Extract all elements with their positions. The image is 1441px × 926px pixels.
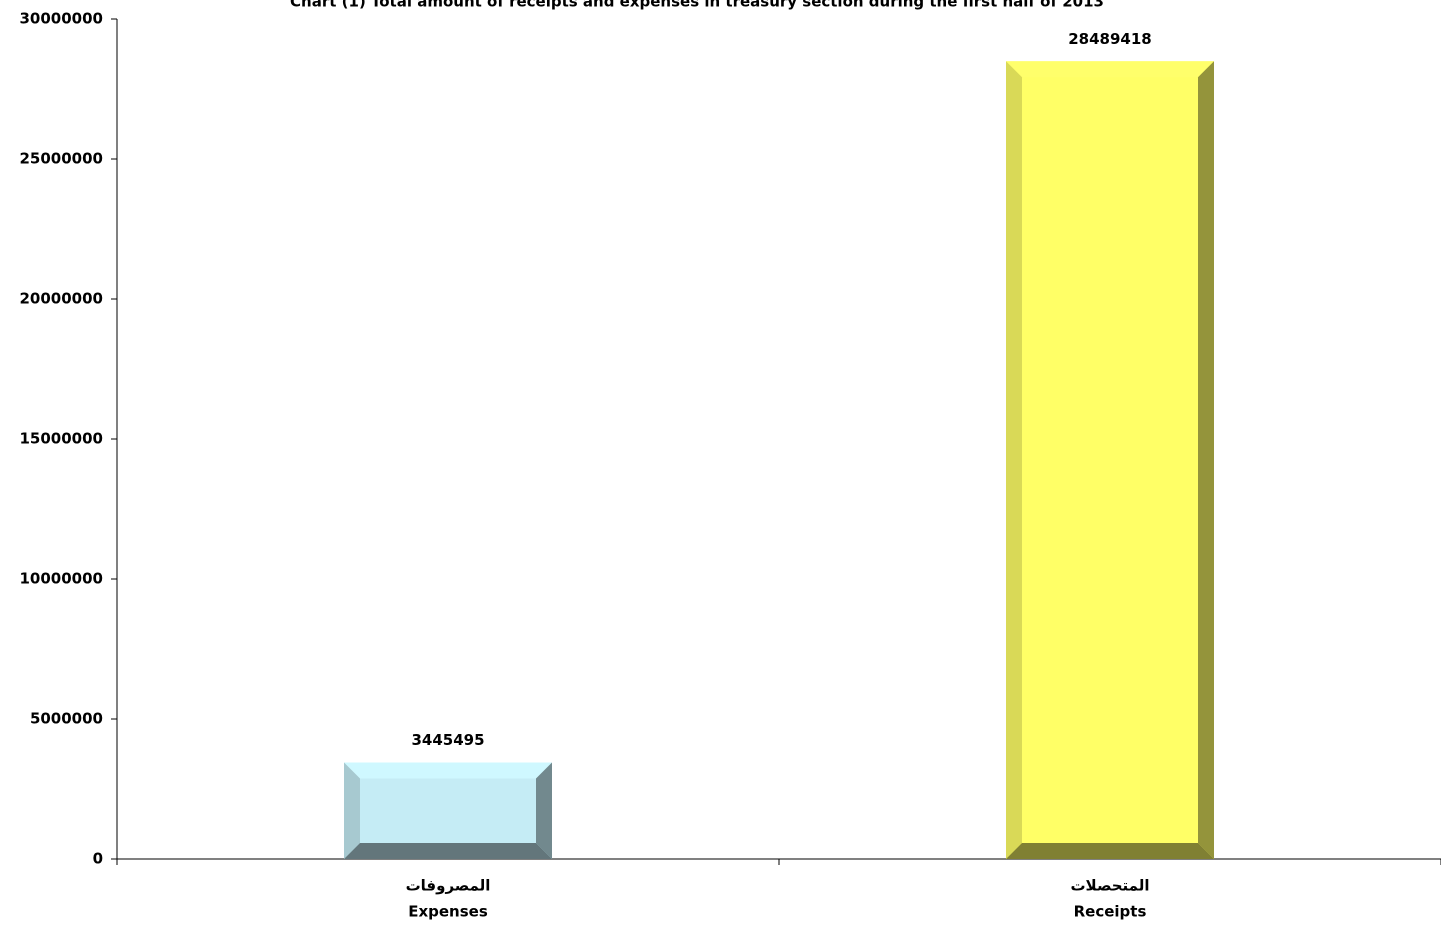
bar-bevel-right bbox=[536, 762, 552, 859]
bar bbox=[344, 762, 552, 859]
bar-bevel-right bbox=[1198, 61, 1214, 860]
chart-title: Chart (1) Total amount of receipts and e… bbox=[290, 0, 1104, 11]
bar-bevel-top bbox=[344, 762, 552, 779]
y-tick-label: 10000000 bbox=[20, 570, 104, 588]
bar bbox=[1006, 61, 1214, 860]
bar-bevel-top bbox=[1006, 61, 1214, 78]
bar-bevel-bottom bbox=[1006, 843, 1214, 859]
y-tick-label: 5000000 bbox=[30, 710, 103, 728]
x-tick-label: المتحصلات bbox=[1070, 877, 1149, 895]
value-label: 28489418 bbox=[1068, 30, 1152, 48]
y-tick-label: 30000000 bbox=[20, 10, 104, 28]
bar-bevel-bottom bbox=[344, 843, 552, 859]
value-label: 3445495 bbox=[411, 731, 484, 749]
x-tick-label: Receipts bbox=[1074, 903, 1147, 921]
bar-bevel-left bbox=[344, 762, 360, 859]
y-tick-label: 20000000 bbox=[20, 290, 104, 308]
bar-bevel-left bbox=[1006, 61, 1022, 860]
y-tick-label: 0 bbox=[93, 850, 103, 868]
x-tick-label: المصروفات bbox=[406, 877, 491, 895]
y-tick-label: 25000000 bbox=[20, 150, 104, 168]
y-tick-label: 15000000 bbox=[20, 430, 104, 448]
x-tick-label: Expenses bbox=[408, 903, 488, 921]
